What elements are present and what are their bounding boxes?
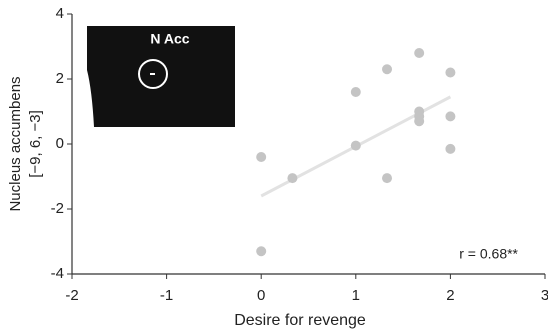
y-tick-label: 2	[56, 70, 64, 87]
brain-inset: N Acc	[87, 26, 235, 127]
y-axis-label: Nucleus accumbens	[7, 76, 24, 211]
x-axis-label: Desire for revenge	[234, 312, 366, 329]
y-tick-label: -4	[51, 265, 64, 282]
point	[445, 68, 455, 78]
x-tick-label: 3	[541, 287, 548, 304]
x-tick-label: 1	[352, 287, 360, 304]
y-tick-label: 4	[56, 5, 64, 22]
point	[414, 48, 424, 58]
point	[287, 173, 297, 183]
annotation: r = 0.68**	[459, 246, 518, 262]
y-tick-label: 0	[56, 135, 64, 152]
x-tick-label: 0	[257, 287, 265, 304]
chart: Desire for revenge Nucleus accumbens [−9…	[0, 0, 548, 331]
y-axis-sublabel: [−9, 6, −3]	[27, 110, 44, 178]
x-tick-label: -2	[65, 287, 78, 304]
point	[382, 173, 392, 183]
inset-label: N Acc	[150, 31, 189, 47]
point	[445, 111, 455, 121]
y-tick-label: -2	[51, 200, 64, 217]
point	[382, 64, 392, 74]
point	[256, 246, 266, 256]
point	[445, 144, 455, 154]
point	[256, 152, 266, 162]
x-tick-label: 2	[446, 287, 454, 304]
point	[414, 116, 424, 126]
plot-area	[256, 48, 455, 256]
x-tick-label: -1	[160, 287, 173, 304]
inset-dot	[150, 73, 155, 75]
point	[351, 87, 361, 97]
point	[351, 141, 361, 151]
